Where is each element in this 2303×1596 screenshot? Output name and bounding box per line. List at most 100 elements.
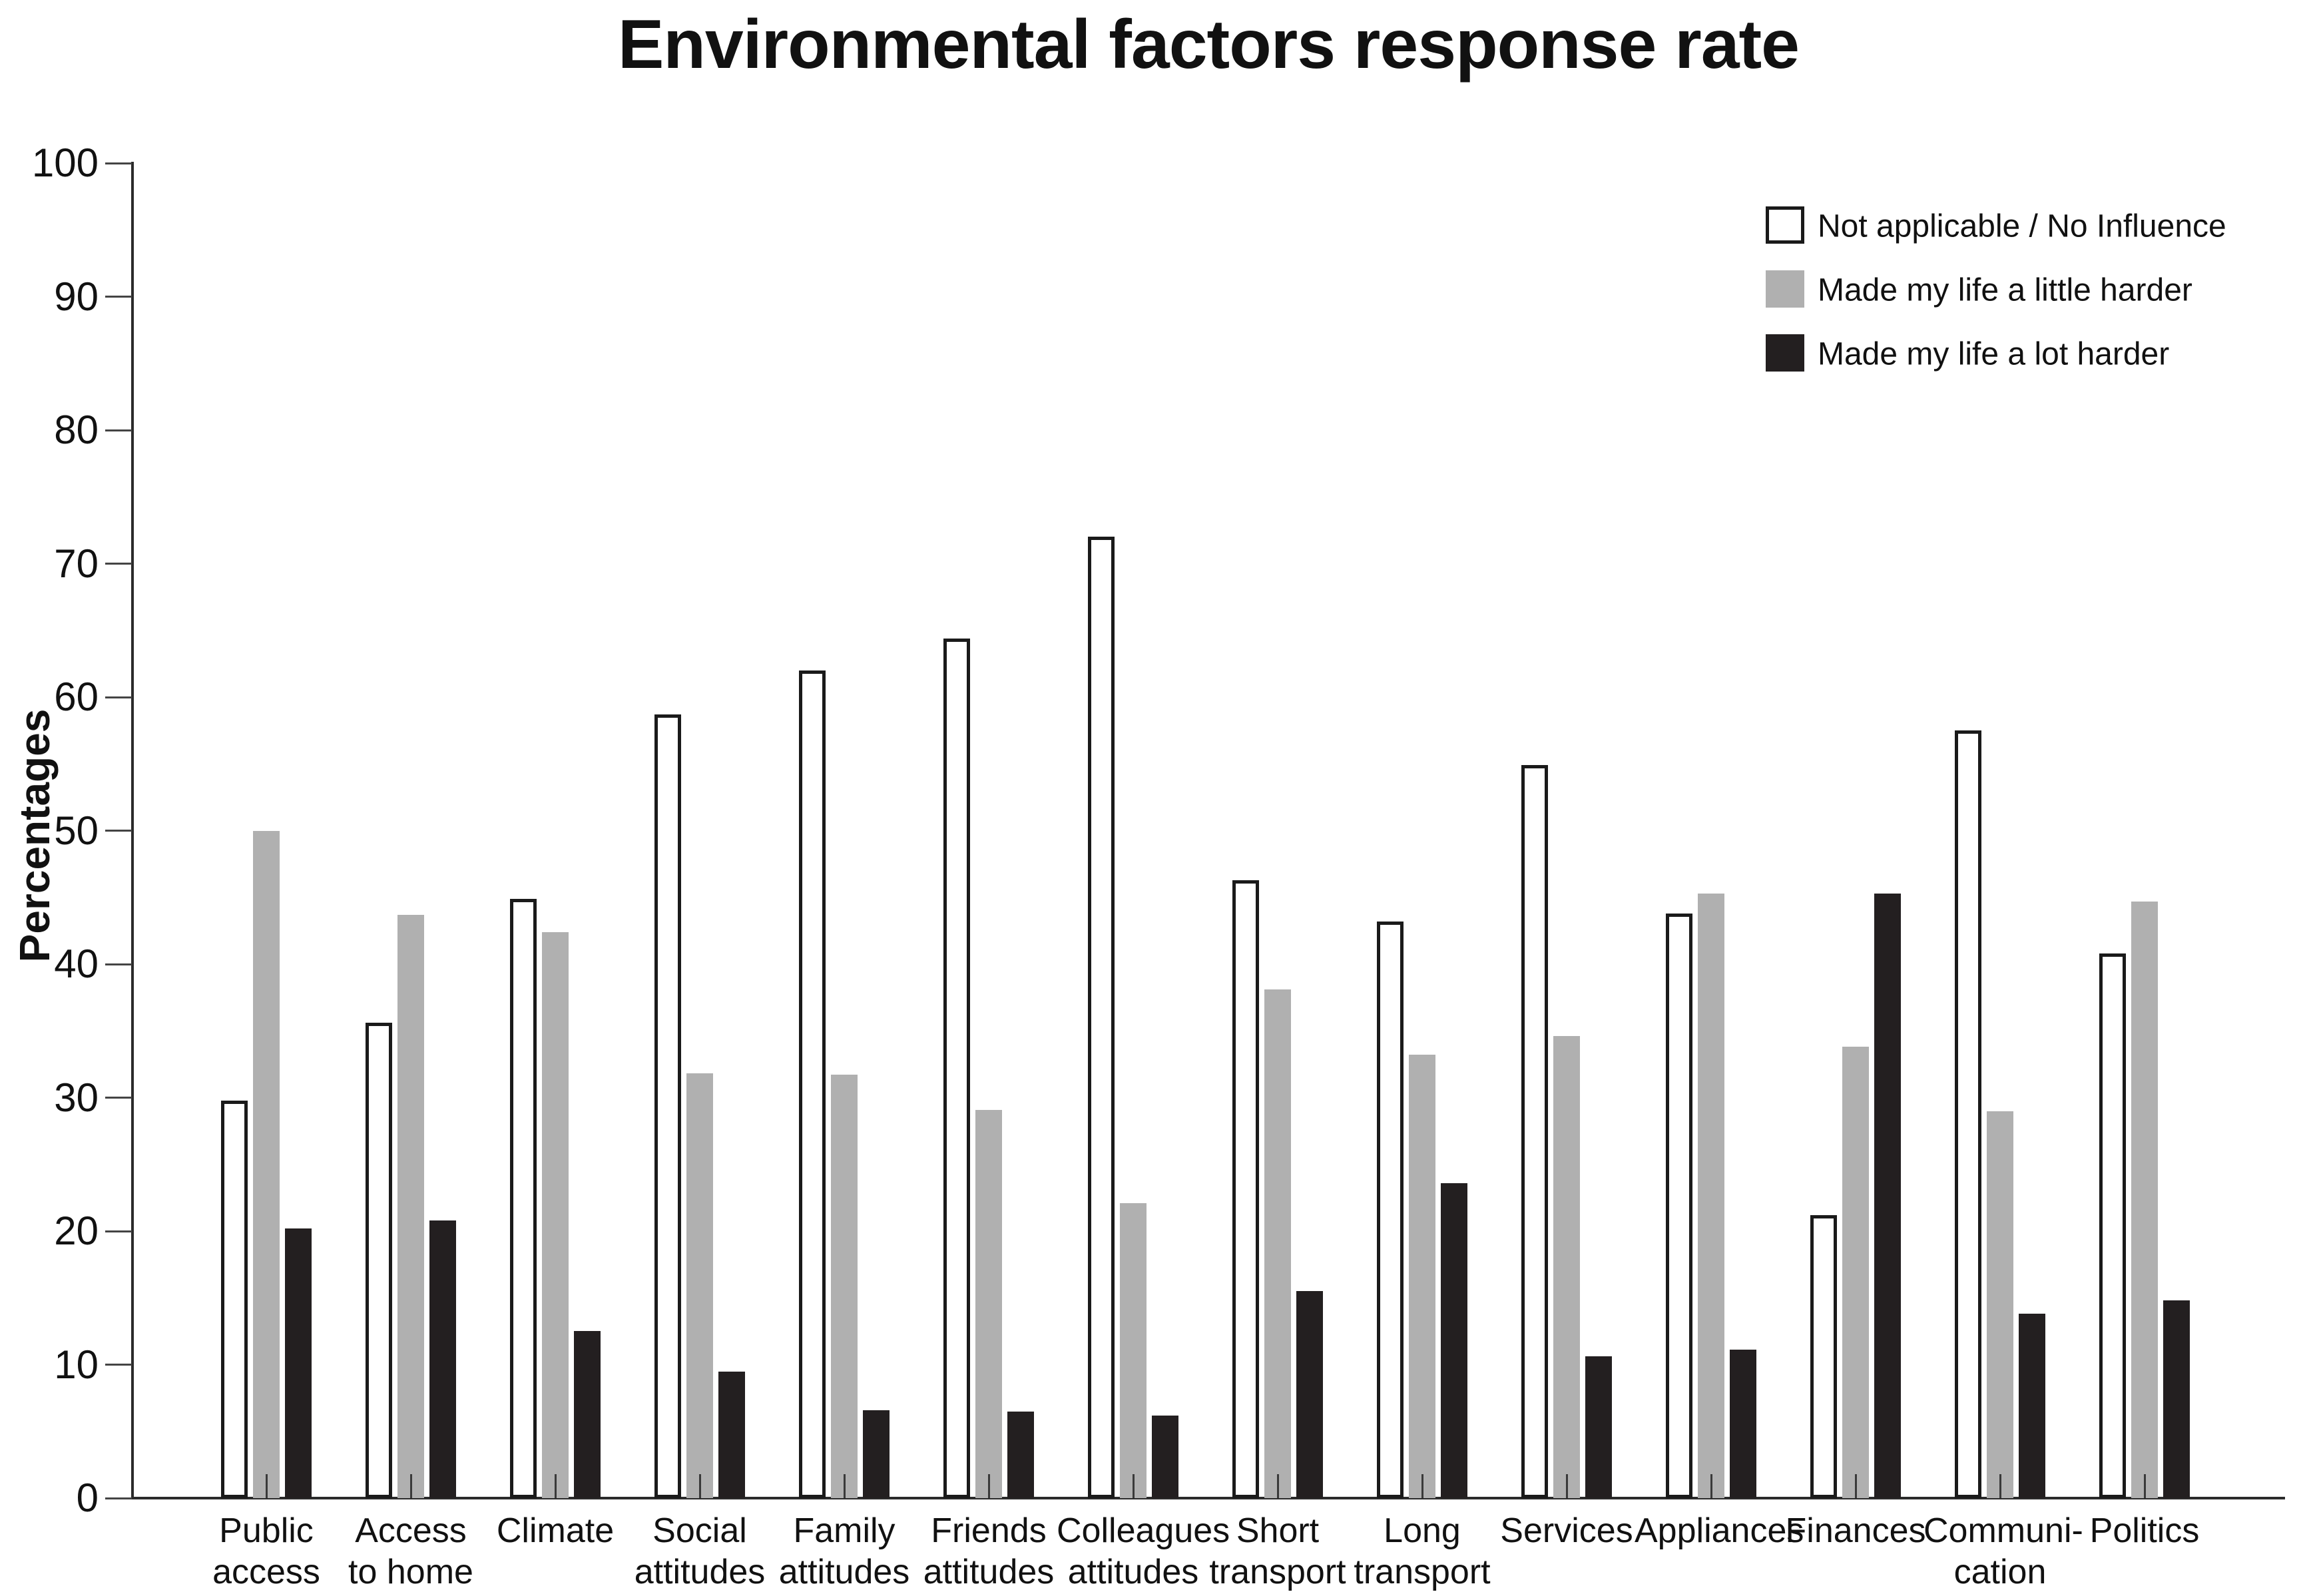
x-tick-mark (266, 1474, 268, 1498)
bar (1152, 1415, 1178, 1498)
bar (366, 1023, 392, 1498)
y-tick-label: 60 (54, 674, 99, 719)
y-axis-line (131, 162, 134, 1499)
legend-label: Made my life a little harder (1818, 272, 2192, 308)
bar (1088, 537, 1115, 1498)
bar (1955, 730, 1981, 1498)
x-tick-mark (844, 1474, 846, 1498)
x-category-label: Colleagues attitudes (1057, 1511, 1230, 1591)
bar (1698, 893, 1724, 1498)
bar (1810, 1214, 1837, 1498)
y-tick-label: 100 (31, 140, 99, 185)
y-tick-label: 10 (54, 1342, 99, 1387)
x-tick-mark (1277, 1474, 1279, 1498)
y-tick-label: 40 (54, 941, 99, 986)
bar (863, 1410, 890, 1498)
x-category-label: Social attitudes (634, 1511, 766, 1591)
y-tick-mark (105, 1364, 132, 1366)
x-tick-mark (1855, 1474, 1857, 1498)
bar (1521, 765, 1548, 1498)
y-tick-label: 30 (54, 1075, 99, 1120)
y-tick-mark (105, 1497, 132, 1499)
y-tick-mark (105, 563, 132, 565)
x-category-label: Climate (496, 1511, 615, 1550)
bar (1120, 1202, 1147, 1498)
bar (2163, 1300, 2190, 1498)
x-tick-mark (1421, 1474, 1423, 1498)
x-category-label: Appliances (1635, 1511, 1804, 1550)
bar (253, 830, 280, 1498)
x-tick-mark (988, 1474, 990, 1498)
y-tick-label: 50 (54, 808, 99, 853)
legend-swatch-lot-harder (1766, 334, 1804, 372)
x-category-label: Short transport (1209, 1511, 1346, 1591)
x-tick-mark (2144, 1474, 2146, 1498)
bar (2099, 953, 2126, 1498)
x-tick-mark (1133, 1474, 1135, 1498)
bar (221, 1100, 248, 1498)
bar (943, 638, 970, 1498)
x-tick-mark (699, 1474, 701, 1498)
chart-title: Environmental factors response rate (617, 6, 1800, 83)
y-tick-mark (105, 429, 132, 431)
bar (429, 1220, 456, 1498)
legend-swatch-little-harder (1766, 270, 1804, 308)
x-axis-line (131, 1497, 2285, 1499)
bar (1232, 880, 1259, 1498)
x-category-label: Friends attitudes (923, 1511, 1055, 1591)
bar (1441, 1183, 1467, 1498)
bar (686, 1073, 713, 1498)
y-tick-label: 70 (54, 541, 99, 586)
bar (1007, 1411, 1034, 1498)
bar (2019, 1314, 2045, 1498)
y-tick-label: 0 (76, 1475, 99, 1520)
legend-swatch-not-applicable (1766, 206, 1804, 244)
y-tick-label: 20 (54, 1208, 99, 1253)
x-tick-mark (1566, 1474, 1568, 1498)
bar (397, 914, 424, 1498)
y-tick-mark (105, 963, 132, 965)
bar (574, 1331, 601, 1498)
x-tick-mark (555, 1474, 557, 1498)
y-tick-label: 80 (54, 407, 99, 452)
x-category-label: Long transport (1354, 1511, 1491, 1591)
bar (510, 898, 537, 1498)
x-category-label: Politics (2089, 1511, 2200, 1550)
y-tick-mark (105, 830, 132, 832)
x-tick-mark (1999, 1474, 2001, 1498)
bar (831, 1075, 858, 1498)
x-category-label: Public access (212, 1511, 320, 1591)
x-category-label: Family attitudes (778, 1511, 910, 1591)
bar (285, 1228, 312, 1498)
bar (654, 714, 681, 1498)
bar (1553, 1036, 1580, 1498)
bar (718, 1371, 745, 1498)
x-category-label: Services (1500, 1511, 1633, 1550)
x-tick-mark (410, 1474, 412, 1498)
y-tick-mark (105, 1230, 132, 1232)
legend-label: Not applicable / No Influence (1818, 208, 2226, 244)
bar (975, 1109, 1002, 1498)
bar (1377, 921, 1404, 1498)
x-category-label: Communi-cation (1923, 1511, 2083, 1591)
x-category-label: Finances (1785, 1511, 1926, 1550)
y-tick-mark (105, 296, 132, 298)
y-tick-label: 90 (54, 274, 99, 319)
bar (799, 670, 826, 1498)
bar (542, 931, 569, 1498)
bar (1296, 1291, 1323, 1498)
legend-label: Made my life a lot harder (1818, 336, 2170, 372)
bar (1409, 1055, 1435, 1498)
bar (1264, 989, 1291, 1498)
y-tick-mark (105, 696, 132, 698)
bar (2131, 901, 2158, 1498)
x-tick-mark (1710, 1474, 1712, 1498)
bar (1585, 1356, 1612, 1498)
bar (1987, 1111, 2013, 1498)
bar (1842, 1047, 1869, 1498)
bar (1730, 1350, 1756, 1498)
y-tick-mark (105, 1097, 132, 1099)
bar (1874, 893, 1901, 1498)
y-tick-mark (105, 162, 132, 164)
